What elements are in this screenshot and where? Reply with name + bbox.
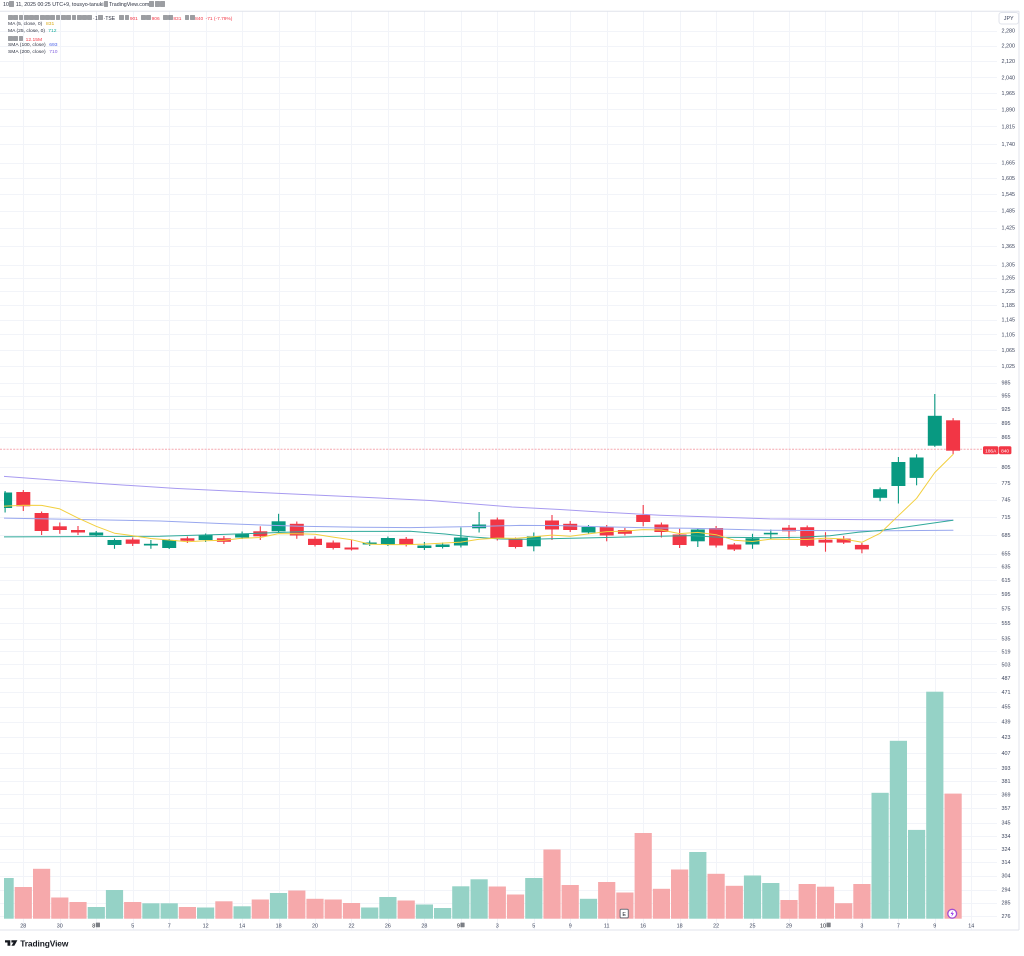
svg-text:28: 28 [20,923,26,929]
svg-text:30: 30 [57,923,63,929]
svg-text:2,200: 2,200 [1002,44,1016,50]
svg-text:1,065: 1,065 [1002,348,1016,354]
svg-text:1,225: 1,225 [1002,289,1016,295]
svg-text:10: 10 [820,923,826,929]
svg-text:9: 9 [933,923,936,929]
svg-text:595: 595 [1002,592,1011,598]
svg-text:2,040: 2,040 [1002,75,1016,81]
svg-text:2,280: 2,280 [1002,29,1016,35]
svg-text:1,740: 1,740 [1002,142,1016,148]
svg-text:14: 14 [968,923,974,929]
svg-text:471: 471 [1002,690,1011,696]
svg-text:1,145: 1,145 [1002,318,1016,324]
svg-text:324: 324 [1002,847,1011,853]
svg-text:575: 575 [1002,606,1011,612]
svg-text:439: 439 [1002,720,1011,726]
svg-text:22: 22 [349,923,355,929]
svg-text:1,545: 1,545 [1002,192,1016,198]
svg-text:5: 5 [131,923,134,929]
svg-text:1,815: 1,815 [1002,124,1016,130]
svg-text:E: E [622,912,626,918]
svg-text:22: 22 [713,923,719,929]
svg-text:503: 503 [1002,662,1011,668]
svg-text:345: 345 [1002,821,1011,827]
svg-text:186A: 186A [985,448,997,454]
svg-text:1,665: 1,665 [1002,160,1016,166]
svg-text:20: 20 [312,923,318,929]
svg-text:1,605: 1,605 [1002,176,1016,182]
svg-text:455: 455 [1002,705,1011,711]
svg-text:28: 28 [421,923,427,929]
svg-text:1,965: 1,965 [1002,91,1016,97]
svg-text:334: 334 [1002,834,1011,840]
svg-text:29: 29 [786,923,792,929]
svg-text:487: 487 [1002,676,1011,682]
svg-text:407: 407 [1002,751,1011,757]
svg-text:381: 381 [1002,779,1011,785]
svg-text:895: 895 [1002,421,1011,427]
svg-text:1,305: 1,305 [1002,263,1016,269]
svg-text:635: 635 [1002,565,1011,571]
svg-text:26: 26 [385,923,391,929]
svg-text:1,425: 1,425 [1002,226,1016,232]
svg-text:985: 985 [1002,381,1011,387]
svg-text:745: 745 [1002,498,1011,504]
svg-text:535: 535 [1002,637,1011,643]
svg-text:JPY: JPY [1004,16,1014,22]
svg-text:7: 7 [168,923,171,929]
svg-text:805: 805 [1002,465,1011,471]
svg-text:25: 25 [750,923,756,929]
svg-text:7: 7 [897,923,900,929]
svg-text:14: 14 [239,923,245,929]
svg-text:9: 9 [457,923,460,929]
svg-text:775: 775 [1002,481,1011,487]
svg-text:555: 555 [1002,621,1011,627]
svg-text:276: 276 [1002,914,1011,920]
svg-text:840: 840 [1001,448,1009,454]
svg-text:955: 955 [1002,394,1011,400]
svg-text:285: 285 [1002,901,1011,907]
svg-text:2,120: 2,120 [1002,59,1016,65]
svg-text:3: 3 [496,923,499,929]
svg-text:8: 8 [92,923,95,929]
svg-text:685: 685 [1002,533,1011,539]
svg-text:925: 925 [1002,407,1011,413]
svg-text:393: 393 [1002,766,1011,772]
svg-text:1,025: 1,025 [1002,364,1016,370]
svg-text:1,365: 1,365 [1002,244,1016,250]
svg-text:715: 715 [1002,515,1011,521]
svg-text:1,185: 1,185 [1002,303,1016,309]
svg-text:1,890: 1,890 [1002,107,1016,113]
svg-text:1,105: 1,105 [1002,332,1016,338]
svg-text:18: 18 [677,923,683,929]
svg-text:1,485: 1,485 [1002,208,1016,214]
svg-text:357: 357 [1002,806,1011,812]
svg-text:519: 519 [1002,649,1011,655]
svg-text:12: 12 [203,923,209,929]
svg-text:5: 5 [532,923,535,929]
svg-text:369: 369 [1002,792,1011,798]
svg-text:18: 18 [276,923,282,929]
svg-text:655: 655 [1002,552,1011,558]
svg-text:16: 16 [640,923,646,929]
svg-text:304: 304 [1002,874,1011,880]
svg-text:TradingView: TradingView [20,938,69,948]
svg-text:1,265: 1,265 [1002,276,1016,282]
svg-text:314: 314 [1002,860,1011,866]
svg-text:294: 294 [1002,888,1011,894]
svg-text:423: 423 [1002,735,1011,741]
svg-text:3: 3 [860,923,863,929]
svg-text:9: 9 [569,923,572,929]
svg-text:865: 865 [1002,435,1011,441]
svg-text:615: 615 [1002,578,1011,584]
svg-text:11: 11 [604,923,610,929]
